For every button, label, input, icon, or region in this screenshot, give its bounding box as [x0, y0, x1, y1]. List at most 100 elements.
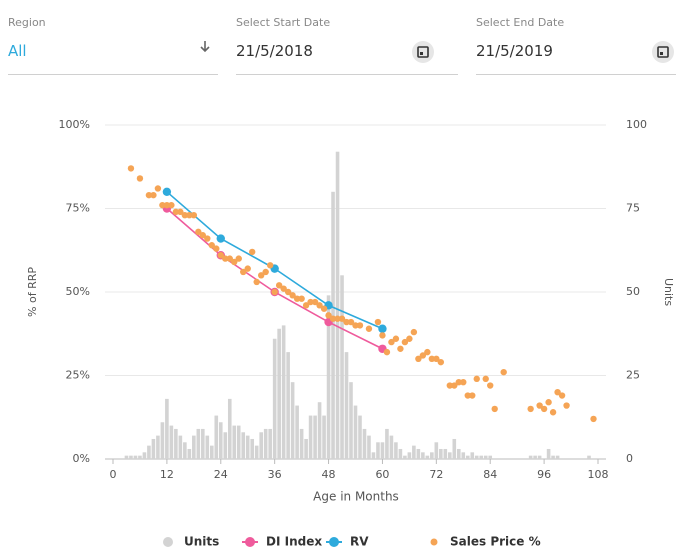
scatter-point — [460, 378, 467, 386]
x-tick-label: 24 — [214, 468, 228, 481]
bar — [277, 328, 281, 459]
field-label: Region — [8, 16, 46, 29]
scatter-point — [527, 405, 534, 413]
scatter-point — [244, 265, 251, 272]
line — [166, 191, 383, 330]
bar — [209, 445, 214, 459]
bar — [448, 452, 452, 459]
line-marker — [270, 287, 279, 297]
dropdown-icon — [200, 41, 210, 53]
scatter-point — [401, 338, 409, 346]
y-tick-label: 0% — [73, 452, 90, 465]
scatter-point — [540, 405, 548, 413]
scatter-point — [343, 318, 350, 326]
end-date[interactable]: Select End Date 21/5/2019 — [476, 0, 676, 75]
scatter-point — [172, 208, 180, 216]
bar — [322, 415, 326, 459]
calendar-icon[interactable] — [411, 40, 435, 64]
scatter-point — [487, 382, 494, 389]
bar — [474, 455, 479, 459]
bar — [133, 455, 138, 459]
bar — [232, 425, 237, 459]
bar — [263, 428, 268, 459]
scatter-point — [257, 272, 265, 279]
x-tick-label: 12 — [160, 468, 174, 481]
y-axis-title: % of RRP — [26, 267, 39, 317]
legend-marker — [245, 537, 255, 547]
x-tick-label: 96 — [537, 468, 551, 481]
scatter-point — [262, 268, 269, 276]
y-tick-label: 50% — [66, 285, 90, 298]
bar — [165, 398, 169, 459]
bar — [551, 455, 555, 459]
scatter-point — [374, 318, 382, 326]
x-tick-label: 84 — [483, 468, 497, 481]
region-select[interactable]: Region All — [8, 0, 218, 75]
y2-tick-label: 25 — [626, 369, 640, 382]
y2-tick-label: 0 — [626, 452, 633, 465]
line-marker — [162, 204, 172, 213]
bar — [196, 428, 201, 459]
line — [166, 207, 383, 350]
y2-tick-label: 50 — [626, 285, 640, 298]
bar — [313, 415, 317, 459]
bar — [241, 432, 246, 459]
bar — [245, 435, 250, 459]
bar — [362, 428, 367, 459]
legend-marker — [430, 538, 438, 546]
scatter-point — [302, 302, 310, 309]
legend-label: DI Index — [266, 535, 322, 548]
scatter-point — [168, 201, 175, 209]
bar — [456, 448, 461, 459]
scatter-point — [316, 302, 323, 309]
bar — [434, 442, 439, 459]
scatter-point — [383, 348, 391, 356]
bar — [214, 415, 219, 459]
bar — [201, 428, 205, 459]
scatter-point — [451, 382, 458, 389]
scatter-point — [298, 295, 305, 302]
bar — [483, 455, 488, 459]
scatter-point — [154, 185, 162, 192]
bar — [250, 438, 255, 459]
bar — [479, 455, 484, 459]
legend-label: RV — [350, 535, 369, 548]
bar — [183, 442, 187, 459]
scatter-point — [136, 175, 144, 182]
line-marker — [216, 251, 225, 260]
bar — [394, 442, 398, 459]
x-tick-label: 60 — [375, 468, 389, 481]
bar — [533, 455, 537, 459]
line-marker — [324, 317, 333, 327]
bar — [470, 452, 475, 459]
bar — [461, 452, 466, 459]
scatter-point — [127, 165, 135, 172]
scatter-point — [213, 245, 220, 252]
scatter-point — [428, 355, 436, 362]
bar — [430, 452, 434, 459]
bar — [286, 352, 290, 459]
scatter-point — [275, 282, 283, 289]
scatter-point — [181, 211, 189, 219]
scatter-point — [249, 248, 256, 256]
scatter-point — [536, 402, 543, 409]
line-marker — [324, 301, 333, 310]
scatter-point — [379, 332, 386, 339]
scatter-point — [415, 355, 422, 362]
calendar-icon[interactable] — [651, 40, 675, 64]
scatter-point — [419, 352, 427, 359]
start-date[interactable]: Select Start Date 21/5/2018 — [236, 0, 458, 75]
scatter-point — [356, 322, 364, 329]
y-tick-label: 25% — [66, 369, 90, 382]
legend-marker — [163, 537, 173, 547]
scatter-point — [500, 368, 507, 376]
bar — [546, 448, 551, 459]
scatter-point — [311, 298, 319, 306]
scatter-point — [554, 389, 561, 396]
y2-tick-label: 100 — [626, 118, 647, 131]
scatter-point — [433, 355, 440, 362]
bar — [349, 382, 353, 459]
bar — [537, 455, 542, 459]
scatter-point — [208, 242, 215, 249]
